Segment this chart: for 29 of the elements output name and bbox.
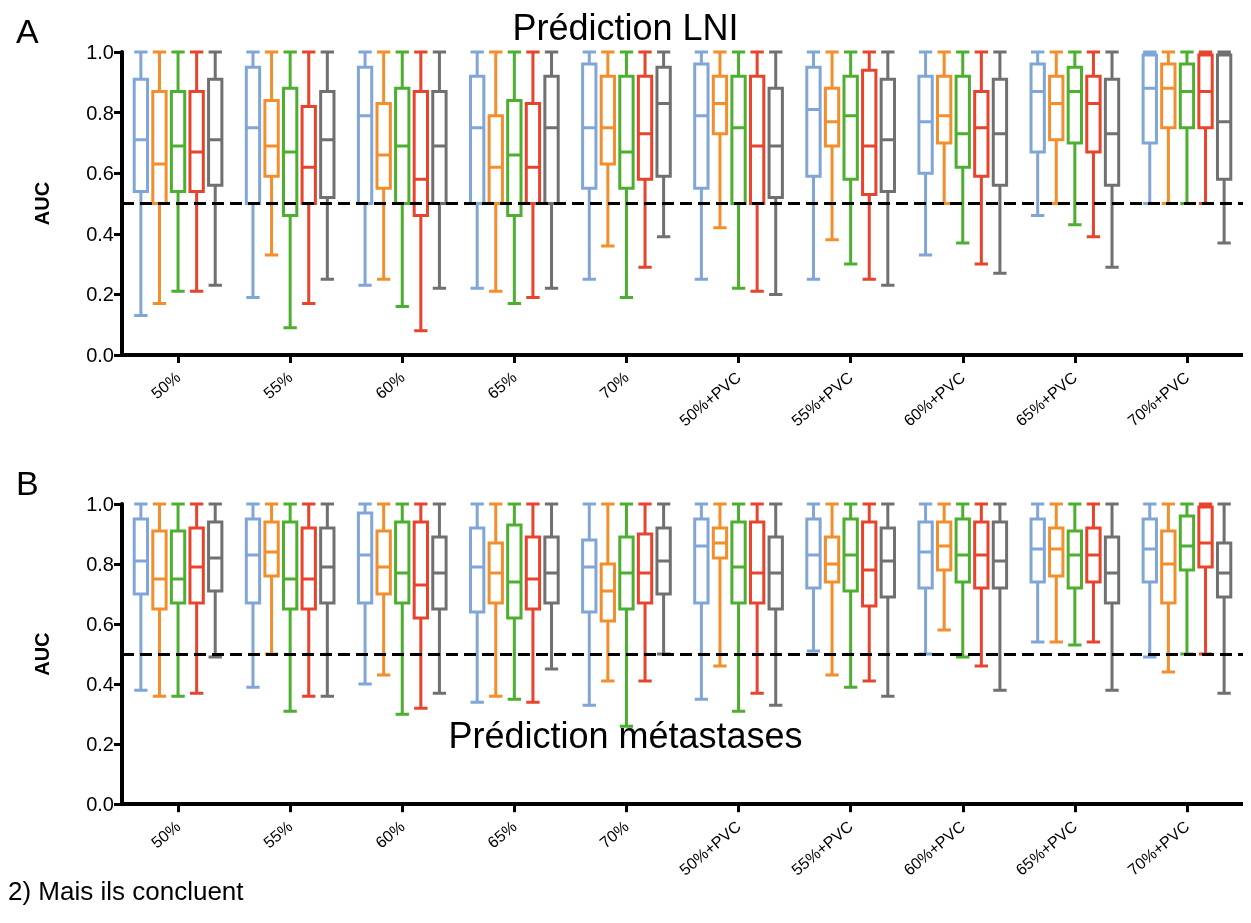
y-tick-label: 0.8 (86, 553, 114, 576)
x-tick-label: 50% (148, 368, 184, 403)
x-tick-label: 55% (260, 817, 296, 852)
y-tick-label: 0.0 (86, 793, 114, 816)
y-tick-label: 0.2 (86, 283, 114, 306)
x-tick-label: 65% (484, 368, 520, 403)
y-tick-label: 0.4 (86, 673, 114, 696)
y-tick-label: 1.0 (86, 493, 114, 515)
chart-title: Prédiction LNI (512, 6, 739, 48)
text: A (16, 12, 39, 50)
x-tick-label: 65% (484, 817, 520, 852)
x-tick-label: 50% (148, 817, 184, 852)
y-axis-title: AUC (31, 181, 53, 226)
y-tick-label: 0.6 (86, 162, 114, 185)
x-tick-label: 60% (372, 368, 408, 403)
y-tick-label: 0.2 (86, 733, 114, 756)
text: 2) Mais ils concluent (8, 876, 244, 906)
y-tick-label: 1.0 (86, 41, 114, 63)
y-axis-title: AUC (31, 632, 53, 676)
x-tick-label: 55% (260, 368, 296, 403)
text: B (16, 464, 39, 502)
y-tick-label: 0.6 (86, 613, 114, 636)
y-tick-label: 0.4 (86, 222, 114, 245)
y-tick-label: 0.8 (86, 101, 114, 124)
y-tick-label: 0.0 (86, 344, 114, 366)
x-tick-label: 60% (372, 817, 408, 852)
x-tick-label: 70% (596, 817, 632, 852)
text: Prédiction métastases (448, 714, 803, 756)
x-tick-label: 70% (596, 368, 632, 403)
